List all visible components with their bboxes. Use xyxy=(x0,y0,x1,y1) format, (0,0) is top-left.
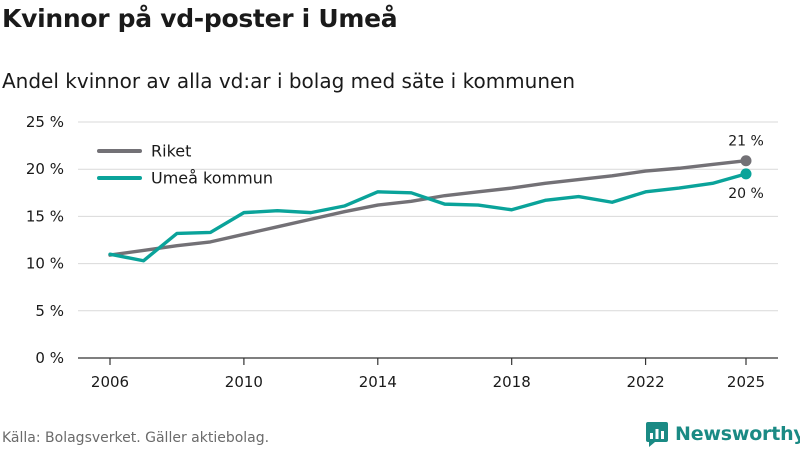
y-tick-label: 0 % xyxy=(35,349,64,367)
end-label-riket: 21 % xyxy=(728,134,764,150)
newsworthy-logo: Newsworthy xyxy=(645,420,800,448)
y-tick-label: 5 % xyxy=(35,302,64,320)
y-tick-label: 25 % xyxy=(26,113,64,131)
x-tick-label: 2022 xyxy=(626,373,664,391)
series-line-umea xyxy=(108,172,748,263)
chart-title: Kvinnor på vd-poster i Umeå xyxy=(2,4,398,33)
chart-subtitle: Andel kvinnor av alla vd:ar i bolag med … xyxy=(2,69,575,93)
brand-name: Newsworthy xyxy=(675,423,800,445)
end-label-umea: 20 % xyxy=(728,186,764,202)
x-tick-label: 2010 xyxy=(225,373,263,391)
end-point-riket xyxy=(740,155,752,167)
y-tick-label: 20 % xyxy=(26,160,64,178)
legend-label-umea: Umeå kommun xyxy=(151,169,273,188)
end-point-umea xyxy=(740,168,752,180)
x-tick-label: 2018 xyxy=(493,373,531,391)
y-tick-label: 10 % xyxy=(26,255,64,273)
line-chart: 0 % 5 % 10 % 15 % 20 % 25 % 2006 2010 2014 2018 20… xyxy=(26,113,778,391)
x-tick-label: 2014 xyxy=(359,373,397,391)
x-tick-label: 2006 xyxy=(91,373,129,391)
x-tick-label: 2025 xyxy=(727,373,765,391)
newsworthy-icon xyxy=(646,422,668,447)
y-tick-label: 15 % xyxy=(26,207,64,225)
legend-label-riket: Riket xyxy=(151,142,191,161)
source-note: Källa: Bolagsverket. Gäller aktiebolag. xyxy=(2,430,270,446)
